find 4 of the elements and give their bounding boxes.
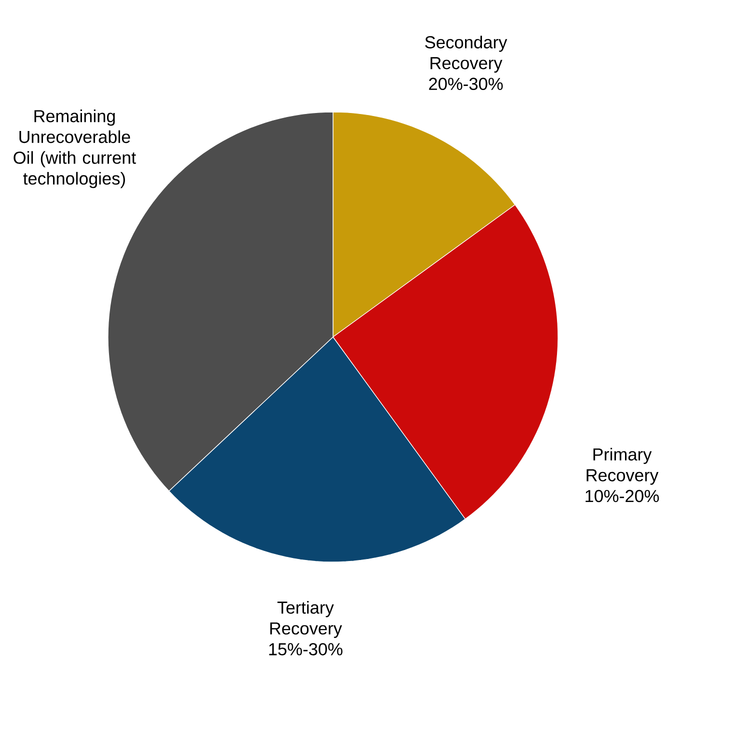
slice-label: Primary Recovery 10%-20% — [586, 448, 659, 502]
slice-label: Tertiary Recovery 15%-30% — [269, 601, 342, 656]
slice-label: Secondary Recovery 20%-30% — [425, 36, 508, 90]
slice-label: Remaining Unrecoverable Oil (with current technologies) — [14, 110, 136, 188]
